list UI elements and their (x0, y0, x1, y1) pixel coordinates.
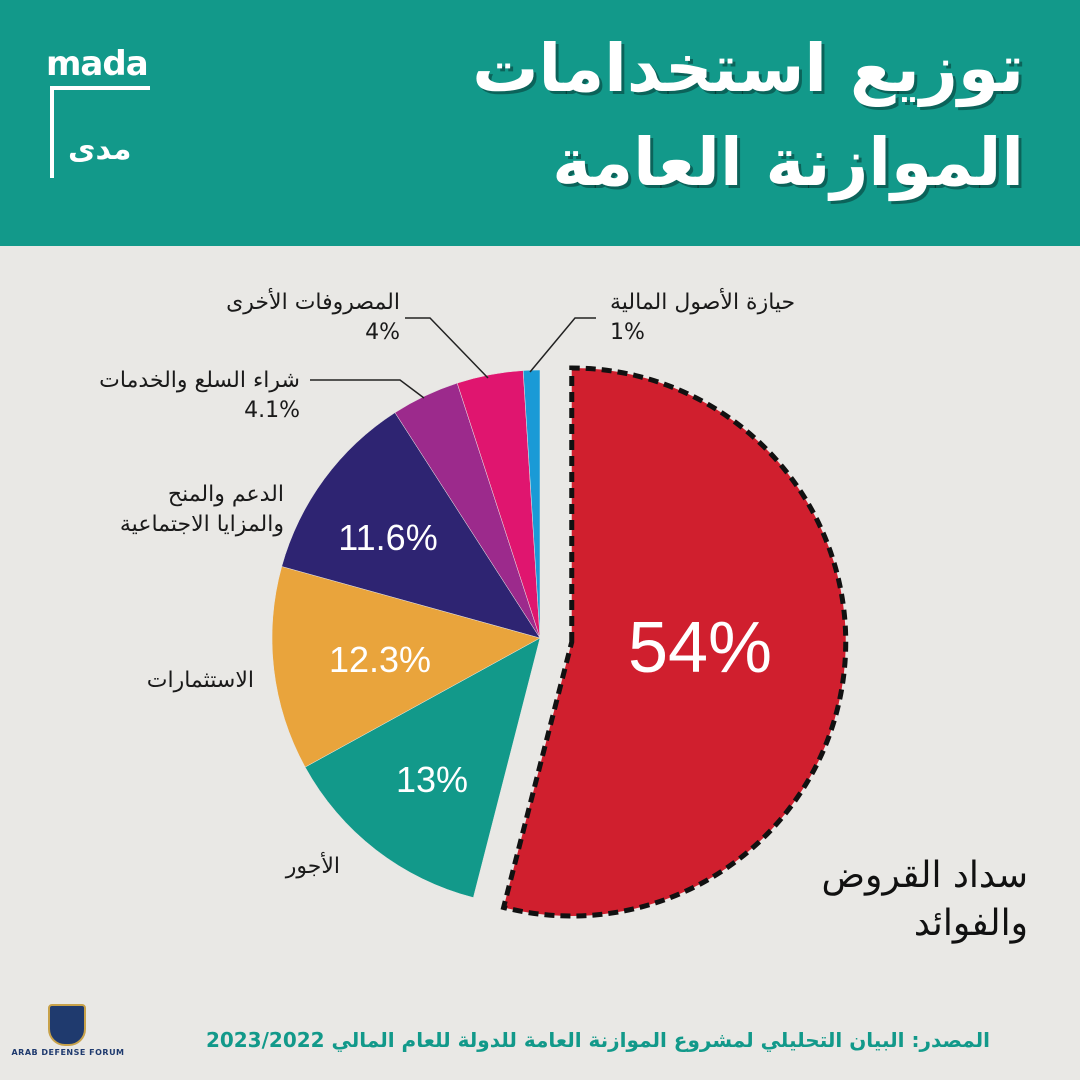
mada-logo: mada مدى (46, 44, 156, 178)
label-goods-pct: 4.1% (244, 398, 300, 423)
data-label-subsidies: 11.6% (338, 517, 437, 558)
label-debt: سداد القروض والفوائد (822, 852, 1029, 948)
label-subsidies: الدعم والمنح والمزايا الاجتماعية (120, 480, 284, 540)
inner-labels: 54% 13% 12.3% 11.6% (329, 517, 772, 800)
watermark-logo: ARAB DEFENSE FORUM (8, 1004, 128, 1074)
pie-slice-3 (281, 412, 541, 639)
header-banner (0, 0, 1080, 246)
source-note: المصدر: البيان التحليلي لمشروع الموازنة … (205, 1028, 990, 1052)
shield-icon (48, 1004, 86, 1046)
label-wages: الأجور (285, 854, 340, 879)
pie-slices (271, 365, 849, 919)
label-subsidies-line1: الدعم والمنح (167, 482, 284, 507)
data-label-debt: 54% (628, 608, 772, 688)
label-assets: حيازة الأصول المالية 1% (610, 288, 795, 348)
pie-slice-0 (500, 365, 849, 919)
pie-slice-2 (271, 566, 541, 768)
data-label-investments: 12.3% (329, 639, 431, 680)
label-other-name: المصروفات الأخرى (226, 290, 400, 315)
leader-line-goods (310, 379, 425, 399)
label-goods-name: شراء السلع والخدمات (99, 368, 300, 393)
label-other: المصروفات الأخرى 4% (226, 288, 400, 348)
label-goods: شراء السلع والخدمات 4.1% (99, 366, 300, 426)
label-assets-name: حيازة الأصول المالية (610, 290, 796, 315)
title-line-1: توزيع استخدامات (472, 30, 1024, 107)
label-other-pct: 4% (365, 320, 400, 345)
label-debt-line1: سداد القروض (821, 855, 1029, 896)
label-debt-line2: والفوائد (913, 903, 1028, 944)
leader-lines (310, 317, 596, 399)
title-line-2: الموازنة العامة (552, 124, 1024, 201)
label-investments: الاستثمارات (146, 668, 254, 693)
label-assets-pct: 1% (610, 320, 645, 345)
pie-slice-1 (304, 637, 541, 898)
watermark-text: ARAB DEFENSE FORUM (11, 1048, 125, 1057)
logo-text-ar: مدى (68, 132, 132, 167)
logo-bar-top (50, 86, 150, 90)
leader-line-assets (529, 317, 596, 373)
page-title: توزيع استخدامات الموازنة العامة (324, 22, 1024, 210)
data-label-wages: 13% (396, 759, 468, 800)
leader-line-other (405, 317, 489, 379)
logo-bar-left (50, 86, 54, 178)
label-subsidies-line2: والمزايا الاجتماعية (119, 512, 284, 537)
logo-text-en: mada (46, 44, 149, 84)
